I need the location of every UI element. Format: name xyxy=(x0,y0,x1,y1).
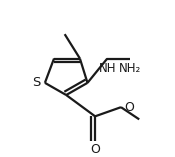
Text: NH₂: NH₂ xyxy=(119,62,141,75)
Text: NH: NH xyxy=(99,62,116,75)
Text: O: O xyxy=(124,101,134,114)
Text: O: O xyxy=(90,143,100,156)
Text: S: S xyxy=(32,76,41,89)
